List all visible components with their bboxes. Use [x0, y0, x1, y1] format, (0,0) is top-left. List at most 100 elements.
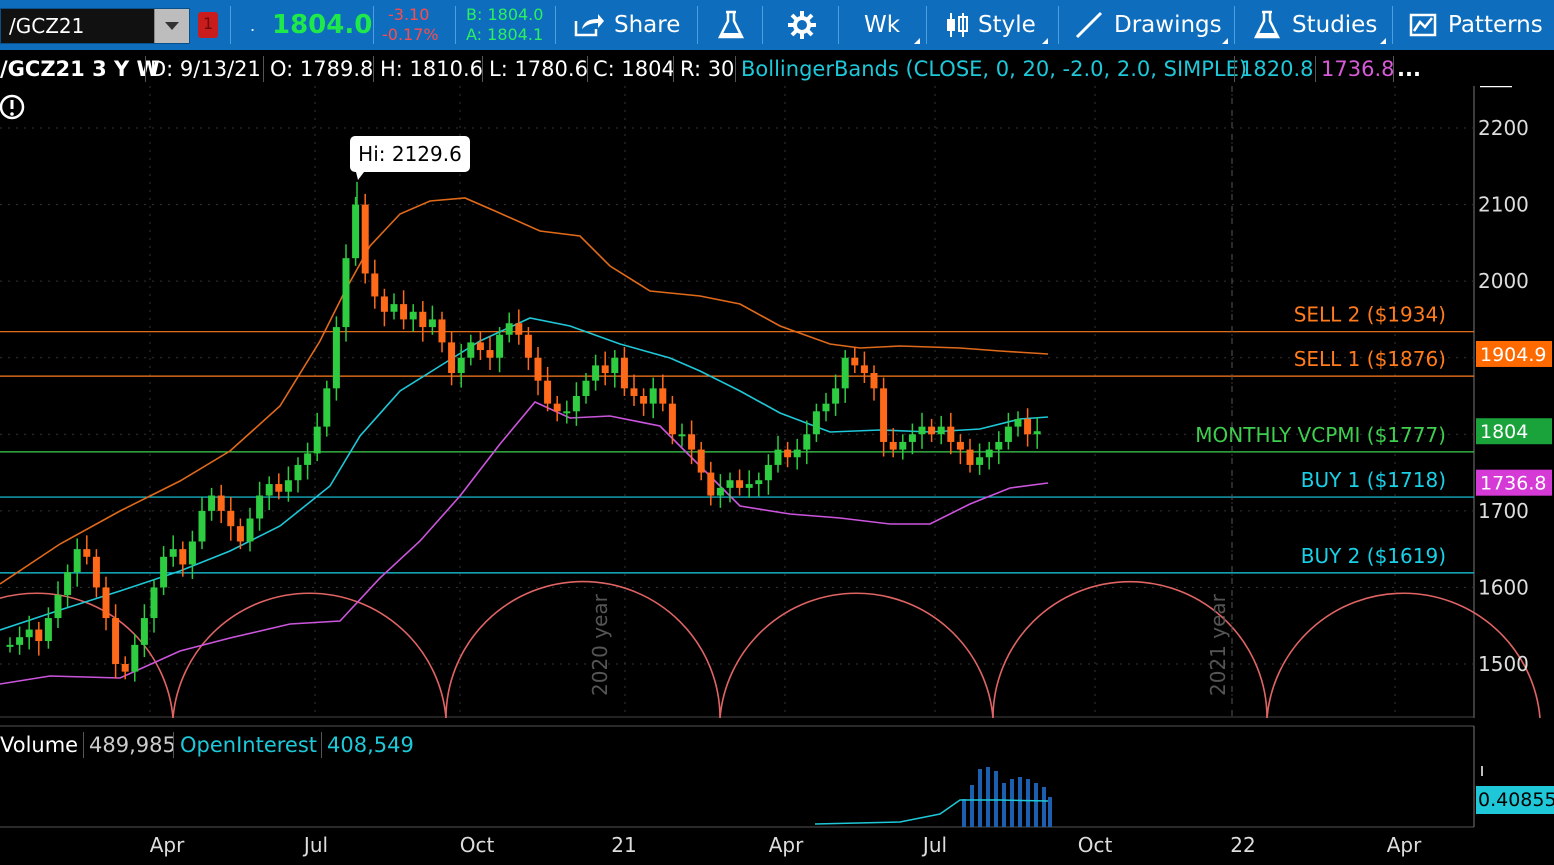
- price-tick-label: 2200: [1478, 116, 1529, 140]
- volume-label: Volume: [0, 733, 79, 757]
- candle: [572, 382, 580, 426]
- candle-body: [956, 441, 964, 450]
- time-axis-label: Jul: [302, 833, 328, 857]
- candle-body: [227, 510, 235, 527]
- candle-body: [620, 357, 628, 389]
- studies-button[interactable]: Studies: [1252, 0, 1388, 50]
- candle: [371, 259, 379, 309]
- style-button[interactable]: Style: [944, 0, 1050, 50]
- bid-ask: B: 1804.0 A: 1804.1: [466, 5, 543, 45]
- candle: [92, 549, 100, 598]
- symbol-input[interactable]: [7, 11, 151, 41]
- study-lower-value: 1736.8: [1321, 57, 1395, 81]
- candle-body: [745, 484, 753, 488]
- timeframe-button[interactable]: Wk: [864, 0, 922, 50]
- price-badge-bg: [1476, 469, 1552, 496]
- hi-price-bubble: Hi: 2129.6: [350, 136, 470, 180]
- time-axis-label: 22: [1230, 833, 1255, 857]
- candle-body: [208, 495, 216, 511]
- candle-body: [73, 549, 81, 573]
- volume-bar: [1034, 783, 1038, 827]
- candle-body: [640, 396, 648, 404]
- candle: [841, 350, 849, 403]
- candle: [649, 377, 657, 419]
- candle-body: [380, 296, 388, 312]
- price-chart[interactable]: SELL 2 ($1934) SELL 1 ($1876) MONTHLY VCPM…: [0, 86, 1554, 865]
- candle: [332, 316, 340, 401]
- level-label: MONTHLY VCPMI ($1777): [1195, 423, 1446, 447]
- candle-body: [140, 618, 148, 645]
- candle: [1033, 417, 1041, 449]
- candle-body: [899, 441, 907, 450]
- candle: [889, 428, 897, 458]
- settings-button[interactable]: [786, 0, 818, 50]
- candle: [380, 288, 388, 327]
- drawings-button[interactable]: Drawings: [1074, 0, 1230, 50]
- cycle-arc: [1266, 592, 1541, 719]
- candle-body: [582, 380, 590, 396]
- candle-body: [812, 411, 820, 435]
- candle-body: [726, 480, 734, 488]
- candle-body: [438, 319, 446, 343]
- candle: [83, 535, 91, 565]
- candle-body: [918, 426, 926, 435]
- candle-body: [716, 487, 724, 496]
- ask-value: A: 1804.1: [466, 25, 544, 44]
- candle: [16, 626, 24, 655]
- candle: [294, 457, 302, 493]
- price-badge: 1904.9: [1476, 340, 1552, 367]
- candle: [976, 443, 984, 475]
- candle-body: [428, 319, 436, 328]
- open-interest-value: 408,549: [327, 733, 414, 757]
- candle: [265, 476, 273, 511]
- candle: [553, 396, 561, 422]
- style-label: Style: [978, 12, 1036, 38]
- candle-body: [92, 556, 100, 588]
- candle: [102, 576, 110, 631]
- candle: [131, 634, 139, 682]
- candle: [227, 497, 235, 541]
- price-badge-label: 1804: [1480, 421, 1528, 443]
- candle: [534, 346, 542, 396]
- symbol-selector[interactable]: [0, 8, 190, 44]
- share-button[interactable]: Share: [572, 0, 680, 50]
- volume-bar: [994, 771, 998, 827]
- open-interest-label: OpenInterest: [180, 733, 318, 757]
- candles: [6, 181, 1041, 682]
- year-marker-label: 2021 year: [1206, 593, 1230, 696]
- time-axis-label: Apr: [150, 833, 185, 857]
- candle-body: [908, 434, 916, 442]
- study-more[interactable]: ...: [1397, 57, 1421, 81]
- candle-body: [524, 334, 532, 358]
- candle: [918, 412, 926, 449]
- candle-body: [25, 629, 33, 638]
- candle: [419, 301, 427, 342]
- alert-icon[interactable]: [0, 94, 25, 120]
- candle-body: [544, 380, 552, 404]
- flask-button[interactable]: [716, 0, 746, 50]
- candle-body: [803, 434, 811, 450]
- level-label: BUY 2 ($1619): [1301, 544, 1446, 568]
- price-axis: 2200 2100 2000 1700 1600 1500 1904.9 1804 1736.8: [1476, 116, 1552, 676]
- dot-menu[interactable]: .: [250, 15, 256, 35]
- year-markers: 2020 year 2021 year: [588, 86, 1233, 718]
- volume-bar: [1042, 787, 1046, 827]
- volume-value: 489,985: [89, 733, 176, 757]
- share-label: Share: [614, 12, 681, 38]
- link-badge-icon[interactable]: 1: [198, 12, 218, 38]
- candle-body: [592, 365, 600, 381]
- candlestick-icon: [947, 13, 968, 37]
- candle-body: [83, 549, 91, 557]
- study-label[interactable]: BollingerBands (CLOSE, 0, 20, -2.0, 2.0,…: [741, 57, 1248, 81]
- candle-body: [467, 342, 475, 358]
- volume-panel: [0, 726, 1474, 827]
- price-badge-label: 1736.8: [1480, 473, 1546, 495]
- patterns-button[interactable]: Patterns: [1408, 0, 1543, 50]
- symbol-dropdown-chevron-icon[interactable]: [154, 9, 189, 43]
- time-axis-label: Oct: [460, 833, 495, 857]
- candle-body: [256, 495, 264, 519]
- level-label: SELL 1 ($1876): [1294, 347, 1446, 371]
- candle: [515, 309, 523, 345]
- cycle-arc: [719, 592, 994, 719]
- candle-body: [697, 449, 705, 473]
